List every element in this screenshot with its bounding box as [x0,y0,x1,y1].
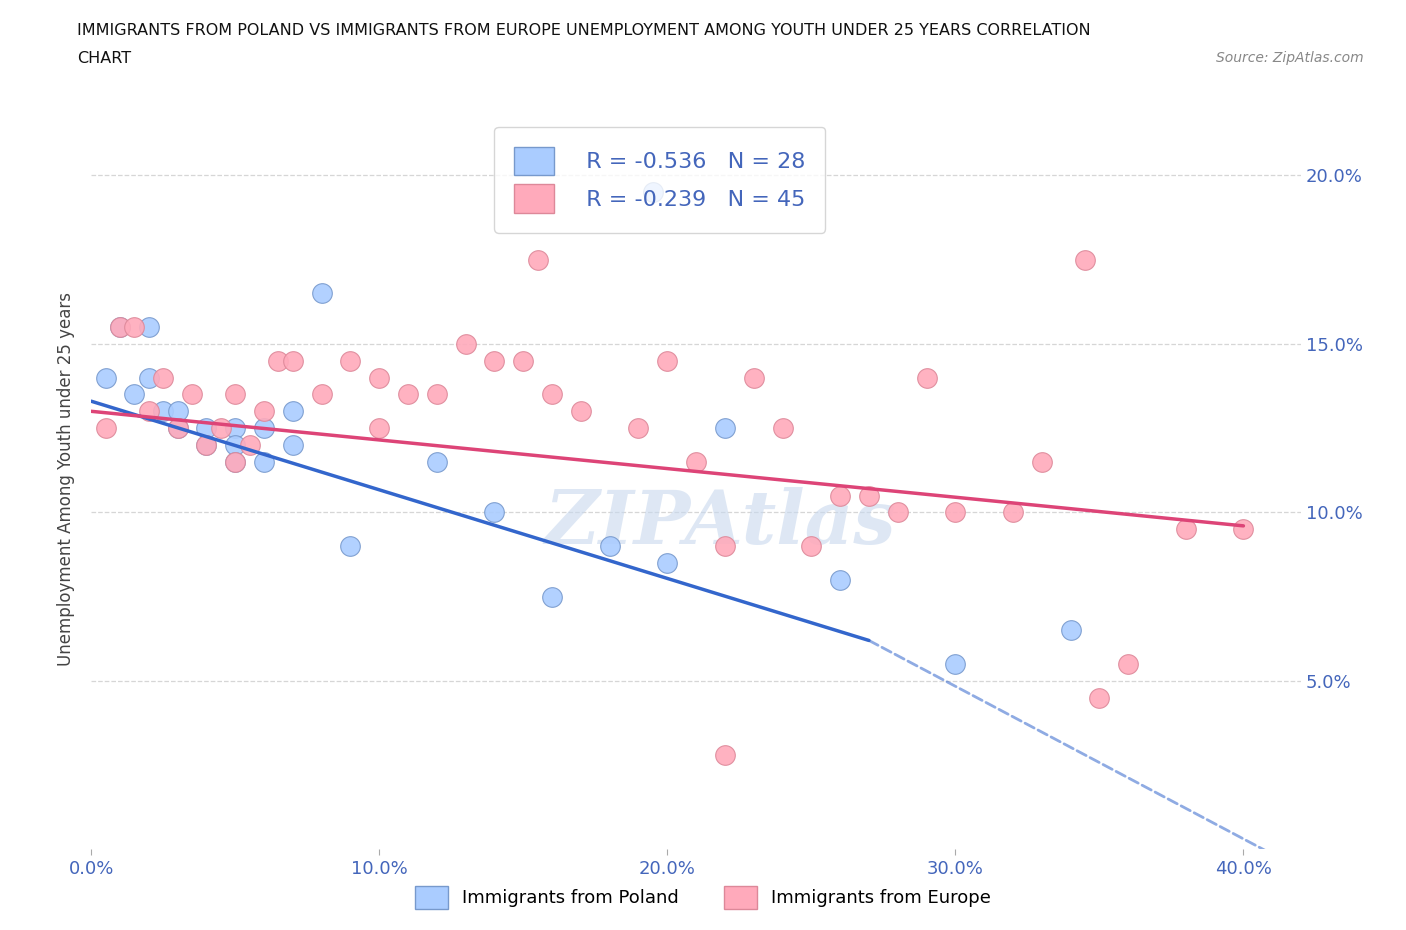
Point [714,538,737,553]
Point [800,538,823,553]
Point [195,437,218,452]
Point [224,437,246,452]
Point [426,455,449,470]
Point [166,404,188,418]
Point [267,353,290,368]
Point [714,420,737,435]
Point [1031,455,1053,470]
Point [166,420,188,435]
Point [599,538,621,553]
Point [1059,623,1081,638]
Point [772,420,794,435]
Point [886,505,908,520]
Point [541,590,564,604]
Point [526,252,548,267]
Text: Source: ZipAtlas.com: Source: ZipAtlas.com [1216,51,1364,65]
Y-axis label: Unemployment Among Youth under 25 years: Unemployment Among Youth under 25 years [58,292,75,666]
Legend: Immigrants from Poland, Immigrants from Europe: Immigrants from Poland, Immigrants from … [408,879,998,916]
Point [281,353,304,368]
Point [541,387,564,402]
Point [253,404,276,418]
Point [209,420,232,435]
Point [1074,252,1097,267]
Point [685,455,707,470]
Point [253,420,276,435]
Point [195,420,218,435]
Point [94,370,117,385]
Point [224,455,246,470]
Point [224,455,246,470]
Point [281,404,304,418]
Point [339,353,361,368]
Point [943,657,966,671]
Point [224,420,246,435]
Point [239,437,262,452]
Point [368,370,391,385]
Point [138,370,160,385]
Point [138,404,160,418]
Point [569,404,592,418]
Point [124,320,146,335]
Text: CHART: CHART [77,51,131,66]
Point [108,320,131,335]
Point [1174,522,1197,537]
Point [1001,505,1024,520]
Point [281,437,304,452]
Point [138,320,160,335]
Point [657,555,679,570]
Point [253,455,276,470]
Point [339,538,361,553]
Point [152,370,174,385]
Point [426,387,449,402]
Legend:   R = -0.536   N = 28,   R = -0.239   N = 45: R = -0.536 N = 28, R = -0.239 N = 45 [495,126,825,232]
Point [1232,522,1254,537]
Point [915,370,938,385]
Point [152,404,174,418]
Point [742,370,765,385]
Text: ZIPAtlas: ZIPAtlas [544,487,896,560]
Point [181,387,204,402]
Point [311,286,333,300]
Point [224,387,246,402]
Point [454,337,477,352]
Point [627,420,650,435]
Point [830,488,852,503]
Point [830,572,852,587]
Point [512,353,534,368]
Point [94,420,117,435]
Point [195,437,218,452]
Point [1116,657,1139,671]
Point [368,420,391,435]
Point [108,320,131,335]
Point [943,505,966,520]
Point [124,387,146,402]
Point [484,353,506,368]
Point [1088,690,1111,705]
Text: IMMIGRANTS FROM POLAND VS IMMIGRANTS FROM EUROPE UNEMPLOYMENT AMONG YOUTH UNDER : IMMIGRANTS FROM POLAND VS IMMIGRANTS FRO… [77,23,1091,38]
Point [311,387,333,402]
Point [166,420,188,435]
Point [858,488,880,503]
Point [641,185,664,200]
Point [714,748,737,763]
Point [484,505,506,520]
Point [657,353,679,368]
Point [396,387,419,402]
